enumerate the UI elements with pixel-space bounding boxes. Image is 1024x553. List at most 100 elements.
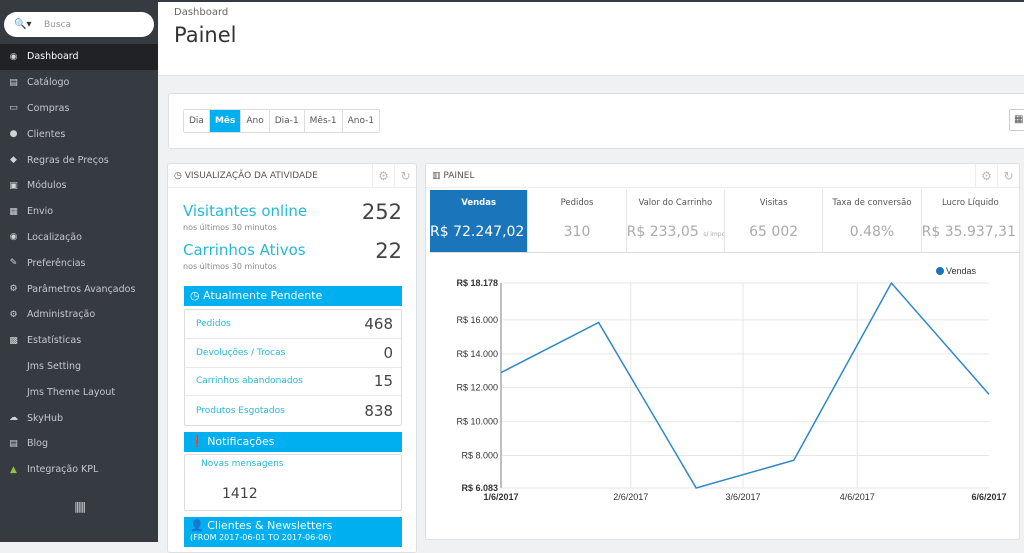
globe-icon: ◉ bbox=[0, 232, 27, 242]
cogs-icon: ⚙ bbox=[0, 284, 27, 294]
page-header: Dashboard Painel bbox=[158, 2, 1024, 76]
sidebar-item[interactable]: ▦Envio bbox=[0, 199, 158, 225]
book-icon: ▤ bbox=[0, 78, 27, 88]
pending-header: ◷ Atualmente Pendente bbox=[184, 286, 402, 306]
sidebar-item[interactable]: ⚙Administração bbox=[0, 302, 158, 328]
sidebar-item[interactable]: ◉Dashboard bbox=[0, 44, 158, 70]
carts-sub: nos últimos 30 minutos bbox=[183, 262, 277, 271]
sidebar-item-label: Blog bbox=[27, 438, 48, 449]
gear-icon[interactable]: ⚙ bbox=[372, 164, 394, 188]
sidebar-item-label: Dashboard bbox=[27, 51, 79, 62]
search-box[interactable]: 🔍▾ Busca bbox=[4, 12, 154, 37]
sidebar-item[interactable]: ✎Preferências bbox=[0, 250, 158, 276]
carts-label[interactable]: Carrinhos Ativos bbox=[183, 241, 306, 259]
search-input[interactable]: Busca bbox=[44, 20, 71, 30]
sales-line bbox=[501, 283, 989, 488]
puzzle-icon: ▣ bbox=[0, 181, 27, 191]
pending-title: Atualmente Pendente bbox=[203, 289, 322, 302]
period-button[interactable]: Dia bbox=[184, 110, 210, 132]
pending-label[interactable]: Pedidos bbox=[196, 319, 231, 329]
x-tick-label: 4/6/2017 bbox=[840, 492, 875, 502]
refresh-icon[interactable]: ↻ bbox=[394, 164, 416, 188]
sidebar-item[interactable]: ▩Estatísticas bbox=[0, 328, 158, 354]
sidebar-item-label: Jms Theme Layout bbox=[27, 387, 115, 398]
pending-value: 15 bbox=[374, 372, 393, 390]
sidebar-item-label: Jms Setting bbox=[27, 361, 81, 372]
period-button[interactable]: Ano-1 bbox=[343, 110, 380, 132]
period-button[interactable]: Mês-1 bbox=[305, 110, 343, 132]
y-tick-label: R$ 6.083 bbox=[461, 483, 498, 493]
sidebar-item[interactable]: Jms Theme Layout bbox=[0, 379, 158, 405]
sidebar-item-label: Compras bbox=[27, 103, 69, 114]
sidebar-item-label: Preferências bbox=[27, 258, 86, 269]
sidebar-item-label: Administração bbox=[27, 309, 95, 320]
carts-value: 22 bbox=[375, 239, 402, 263]
page-title: Painel bbox=[174, 23, 237, 47]
sidebar-item-label: Parâmetros Avançados bbox=[27, 284, 135, 295]
x-tick-label: 6/6/2017 bbox=[971, 492, 1006, 502]
clients-title: Clientes & Newsletters bbox=[207, 519, 332, 532]
sidebar-item[interactable]: ▤Catálogo bbox=[0, 70, 158, 96]
visitors-label[interactable]: Visitantes online bbox=[183, 202, 307, 220]
sidebar-item[interactable]: ⚙Parâmetros Avançados bbox=[0, 276, 158, 302]
visitors-sub: nos últimos 30 minutos bbox=[183, 223, 277, 232]
pending-row[interactable]: Carrinhos abandonados 15 bbox=[185, 368, 401, 397]
search-icon[interactable]: 🔍▾ bbox=[14, 19, 44, 30]
period-button[interactable]: Dia-1 bbox=[270, 110, 305, 132]
pending-label[interactable]: Carrinhos abandonados bbox=[196, 376, 303, 386]
new-messages-label[interactable]: Novas mensagens bbox=[201, 459, 284, 469]
sidebar-item[interactable]: Jms Setting bbox=[0, 354, 158, 380]
x-tick-label: 3/6/2017 bbox=[726, 492, 761, 502]
pending-label[interactable]: Devoluções / Trocas bbox=[196, 348, 285, 358]
sidebar-item-label: Módulos bbox=[27, 180, 66, 191]
sidebar-item[interactable]: ◉Localização bbox=[0, 225, 158, 251]
sidebar-item-label: Estatísticas bbox=[27, 335, 81, 346]
users-icon: ● bbox=[0, 129, 27, 139]
sidebar-item[interactable]: ▲Integração KPL bbox=[0, 457, 158, 483]
gear-icon: ⚙ bbox=[0, 310, 27, 320]
collapse-menu-icon[interactable]: |||||| bbox=[74, 500, 84, 513]
wrench-icon: ✎ bbox=[0, 258, 27, 268]
period-button[interactable]: Mês bbox=[210, 110, 241, 132]
legend-dot bbox=[936, 267, 944, 275]
sidebar-item-label: Envio bbox=[27, 206, 53, 217]
new-messages-value: 1412 bbox=[222, 486, 258, 502]
sidebar-nav: ◉Dashboard▤Catálogo▭Compras●Clientes◆Reg… bbox=[0, 44, 158, 483]
notifications-title: Notificações bbox=[207, 435, 274, 448]
credit-card-icon: ▭ bbox=[0, 103, 27, 113]
clients-header: 👤 Clientes & Newsletters(FROM 2017-06-01… bbox=[184, 517, 402, 547]
document-icon: ▤ bbox=[0, 439, 27, 449]
sidebar-item-label: Catálogo bbox=[27, 77, 69, 88]
y-tick-label: R$ 16.000 bbox=[456, 315, 498, 325]
sidebar-item[interactable]: ▣Módulos bbox=[0, 173, 158, 199]
y-tick-label: R$ 10.000 bbox=[456, 417, 498, 427]
notifications-box: Novas mensagens 1412 bbox=[184, 454, 402, 511]
clock-icon: ◷ bbox=[174, 171, 185, 181]
activity-panel: ◷ VISUALIZAÇÃO DA ATIVIDADE ⚙↻ Visitante… bbox=[167, 163, 417, 553]
period-button[interactable]: Ano bbox=[241, 110, 269, 132]
sidebar-item[interactable]: ●Clientes bbox=[0, 121, 158, 147]
breadcrumb[interactable]: Dashboard bbox=[174, 7, 228, 18]
sidebar-item[interactable]: ▤Blog bbox=[0, 431, 158, 457]
skyhub-icon: ☁ bbox=[0, 413, 27, 423]
y-tick-label: R$ 18.178 bbox=[456, 278, 498, 288]
visitors-value: 252 bbox=[362, 200, 402, 224]
bar-chart-icon: ▩ bbox=[0, 336, 27, 346]
sidebar-item[interactable]: ☁SkyHub bbox=[0, 405, 158, 431]
sidebar-item[interactable]: ▭Compras bbox=[0, 96, 158, 122]
calendar-icon[interactable]: ▦ bbox=[1009, 109, 1024, 131]
sidebar-item[interactable]: ◆Regras de Preços bbox=[0, 147, 158, 173]
notifications-header: ❗ Notificações bbox=[184, 432, 402, 452]
sidebar-item-label: SkyHub bbox=[27, 413, 63, 424]
x-tick-label: 2/6/2017 bbox=[613, 492, 648, 502]
y-tick-label: R$ 12.000 bbox=[456, 383, 498, 393]
pending-label[interactable]: Produtos Esgotados bbox=[196, 406, 285, 416]
